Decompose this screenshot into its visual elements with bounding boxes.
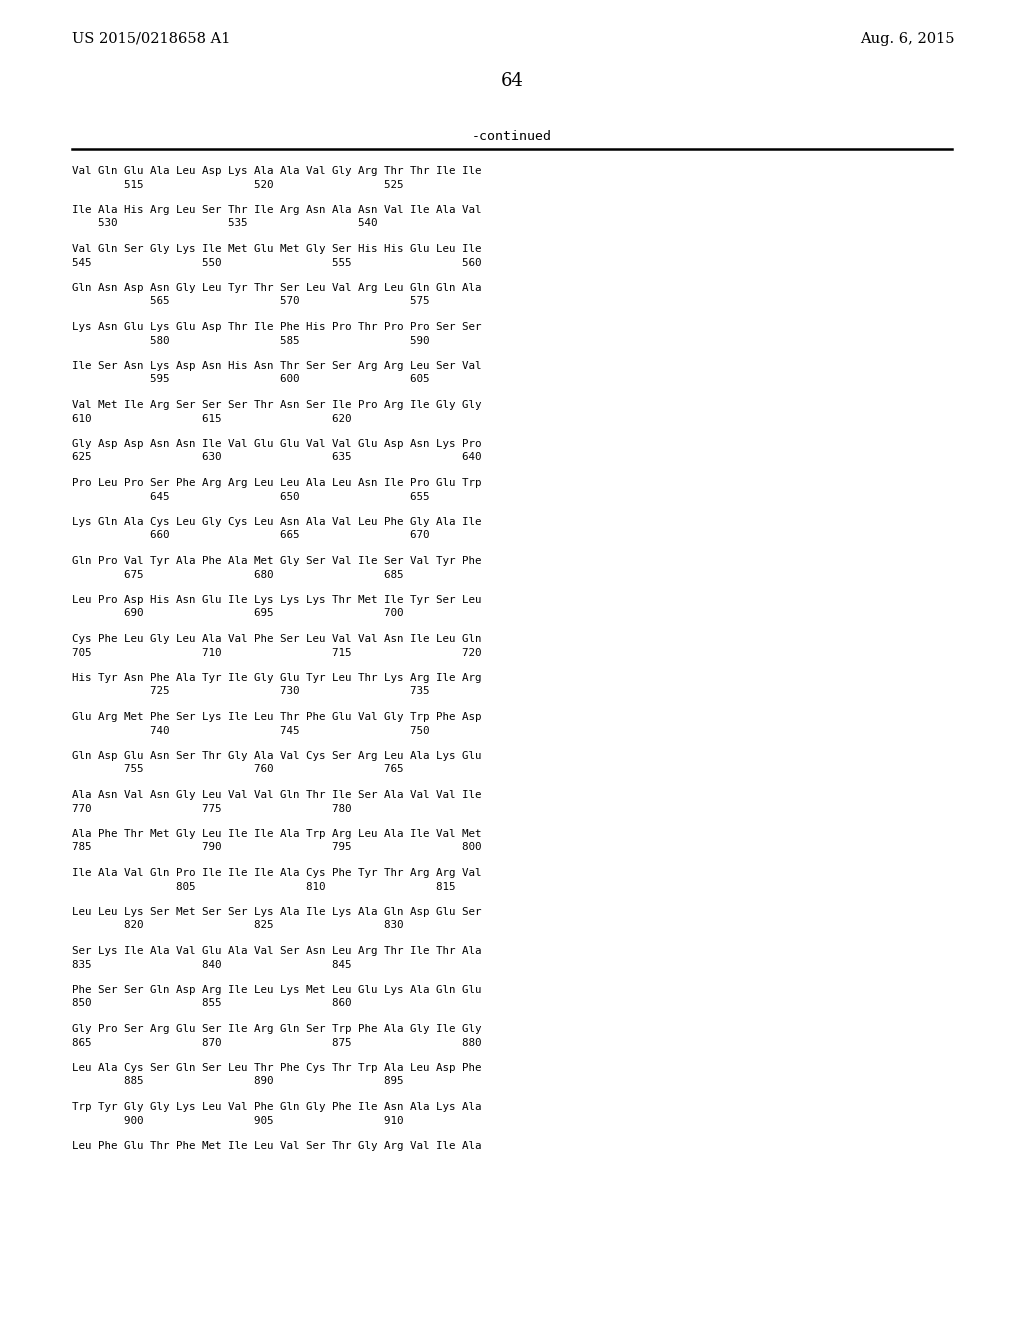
Text: Leu Pro Asp His Asn Glu Ile Lys Lys Lys Thr Met Ile Tyr Ser Leu: Leu Pro Asp His Asn Glu Ile Lys Lys Lys …	[72, 595, 481, 605]
Text: 690                 695                 700: 690 695 700	[72, 609, 403, 619]
Text: Ile Ala His Arg Leu Ser Thr Ile Arg Asn Ala Asn Val Ile Ala Val: Ile Ala His Arg Leu Ser Thr Ile Arg Asn …	[72, 205, 481, 215]
Text: 660                 665                 670: 660 665 670	[72, 531, 429, 540]
Text: 865                 870                 875                 880: 865 870 875 880	[72, 1038, 481, 1048]
Text: Leu Leu Lys Ser Met Ser Ser Lys Ala Ile Lys Ala Gln Asp Glu Ser: Leu Leu Lys Ser Met Ser Ser Lys Ala Ile …	[72, 907, 481, 917]
Text: 530                 535                 540: 530 535 540	[72, 219, 378, 228]
Text: Lys Gln Ala Cys Leu Gly Cys Leu Asn Ala Val Leu Phe Gly Ala Ile: Lys Gln Ala Cys Leu Gly Cys Leu Asn Ala …	[72, 517, 481, 527]
Text: Leu Ala Cys Ser Gln Ser Leu Thr Phe Cys Thr Trp Ala Leu Asp Phe: Leu Ala Cys Ser Gln Ser Leu Thr Phe Cys …	[72, 1063, 481, 1073]
Text: Leu Phe Glu Thr Phe Met Ile Leu Val Ser Thr Gly Arg Val Ile Ala: Leu Phe Glu Thr Phe Met Ile Leu Val Ser …	[72, 1140, 481, 1151]
Text: Cys Phe Leu Gly Leu Ala Val Phe Ser Leu Val Val Asn Ile Leu Gln: Cys Phe Leu Gly Leu Ala Val Phe Ser Leu …	[72, 634, 481, 644]
Text: -continued: -continued	[472, 129, 552, 143]
Text: 545                 550                 555                 560: 545 550 555 560	[72, 257, 481, 268]
Text: 515                 520                 525: 515 520 525	[72, 180, 403, 190]
Text: 885                 890                 895: 885 890 895	[72, 1077, 403, 1086]
Text: Glu Arg Met Phe Ser Lys Ile Leu Thr Phe Glu Val Gly Trp Phe Asp: Glu Arg Met Phe Ser Lys Ile Leu Thr Phe …	[72, 711, 481, 722]
Text: 835                 840                 845: 835 840 845	[72, 960, 351, 969]
Text: Trp Tyr Gly Gly Lys Leu Val Phe Gln Gly Phe Ile Asn Ala Lys Ala: Trp Tyr Gly Gly Lys Leu Val Phe Gln Gly …	[72, 1102, 481, 1111]
Text: 725                 730                 735: 725 730 735	[72, 686, 429, 697]
Text: 740                 745                 750: 740 745 750	[72, 726, 429, 735]
Text: 755                 760                 765: 755 760 765	[72, 764, 403, 775]
Text: 850                 855                 860: 850 855 860	[72, 998, 351, 1008]
Text: 820                 825                 830: 820 825 830	[72, 920, 403, 931]
Text: 675                 680                 685: 675 680 685	[72, 569, 403, 579]
Text: Ile Ala Val Gln Pro Ile Ile Ile Ala Cys Phe Tyr Thr Arg Arg Val: Ile Ala Val Gln Pro Ile Ile Ile Ala Cys …	[72, 869, 481, 878]
Text: Val Met Ile Arg Ser Ser Ser Thr Asn Ser Ile Pro Arg Ile Gly Gly: Val Met Ile Arg Ser Ser Ser Thr Asn Ser …	[72, 400, 481, 411]
Text: Lys Asn Glu Lys Glu Asp Thr Ile Phe His Pro Thr Pro Pro Ser Ser: Lys Asn Glu Lys Glu Asp Thr Ile Phe His …	[72, 322, 481, 333]
Text: Pro Leu Pro Ser Phe Arg Arg Leu Leu Ala Leu Asn Ile Pro Glu Trp: Pro Leu Pro Ser Phe Arg Arg Leu Leu Ala …	[72, 478, 481, 488]
Text: US 2015/0218658 A1: US 2015/0218658 A1	[72, 32, 230, 46]
Text: Val Gln Ser Gly Lys Ile Met Glu Met Gly Ser His His Glu Leu Ile: Val Gln Ser Gly Lys Ile Met Glu Met Gly …	[72, 244, 481, 253]
Text: Ile Ser Asn Lys Asp Asn His Asn Thr Ser Ser Arg Arg Leu Ser Val: Ile Ser Asn Lys Asp Asn His Asn Thr Ser …	[72, 360, 481, 371]
Text: Gly Pro Ser Arg Glu Ser Ile Arg Gln Ser Trp Phe Ala Gly Ile Gly: Gly Pro Ser Arg Glu Ser Ile Arg Gln Ser …	[72, 1024, 481, 1034]
Text: 785                 790                 795                 800: 785 790 795 800	[72, 842, 481, 853]
Text: 805                 810                 815: 805 810 815	[72, 882, 456, 891]
Text: 770                 775                 780: 770 775 780	[72, 804, 351, 813]
Text: Aug. 6, 2015: Aug. 6, 2015	[860, 32, 955, 46]
Text: Gln Asp Glu Asn Ser Thr Gly Ala Val Cys Ser Arg Leu Ala Lys Glu: Gln Asp Glu Asn Ser Thr Gly Ala Val Cys …	[72, 751, 481, 762]
Text: Ala Phe Thr Met Gly Leu Ile Ile Ala Trp Arg Leu Ala Ile Val Met: Ala Phe Thr Met Gly Leu Ile Ile Ala Trp …	[72, 829, 481, 840]
Text: Gly Asp Asp Asn Asn Ile Val Glu Glu Val Val Glu Asp Asn Lys Pro: Gly Asp Asp Asn Asn Ile Val Glu Glu Val …	[72, 440, 481, 449]
Text: 595                 600                 605: 595 600 605	[72, 375, 429, 384]
Text: His Tyr Asn Phe Ala Tyr Ile Gly Glu Tyr Leu Thr Lys Arg Ile Arg: His Tyr Asn Phe Ala Tyr Ile Gly Glu Tyr …	[72, 673, 481, 682]
Text: Val Gln Glu Ala Leu Asp Lys Ala Ala Val Gly Arg Thr Thr Ile Ile: Val Gln Glu Ala Leu Asp Lys Ala Ala Val …	[72, 166, 481, 176]
Text: 565                 570                 575: 565 570 575	[72, 297, 429, 306]
Text: Ser Lys Ile Ala Val Glu Ala Val Ser Asn Leu Arg Thr Ile Thr Ala: Ser Lys Ile Ala Val Glu Ala Val Ser Asn …	[72, 946, 481, 956]
Text: 610                 615                 620: 610 615 620	[72, 413, 351, 424]
Text: 705                 710                 715                 720: 705 710 715 720	[72, 648, 481, 657]
Text: 900                 905                 910: 900 905 910	[72, 1115, 403, 1126]
Text: Gln Asn Asp Asn Gly Leu Tyr Thr Ser Leu Val Arg Leu Gln Gln Ala: Gln Asn Asp Asn Gly Leu Tyr Thr Ser Leu …	[72, 282, 481, 293]
Text: 645                 650                 655: 645 650 655	[72, 491, 429, 502]
Text: 625                 630                 635                 640: 625 630 635 640	[72, 453, 481, 462]
Text: 580                 585                 590: 580 585 590	[72, 335, 429, 346]
Text: Phe Ser Ser Gln Asp Arg Ile Leu Lys Met Leu Glu Lys Ala Gln Glu: Phe Ser Ser Gln Asp Arg Ile Leu Lys Met …	[72, 985, 481, 995]
Text: 64: 64	[501, 73, 523, 90]
Text: Gln Pro Val Tyr Ala Phe Ala Met Gly Ser Val Ile Ser Val Tyr Phe: Gln Pro Val Tyr Ala Phe Ala Met Gly Ser …	[72, 556, 481, 566]
Text: Ala Asn Val Asn Gly Leu Val Val Gln Thr Ile Ser Ala Val Val Ile: Ala Asn Val Asn Gly Leu Val Val Gln Thr …	[72, 789, 481, 800]
